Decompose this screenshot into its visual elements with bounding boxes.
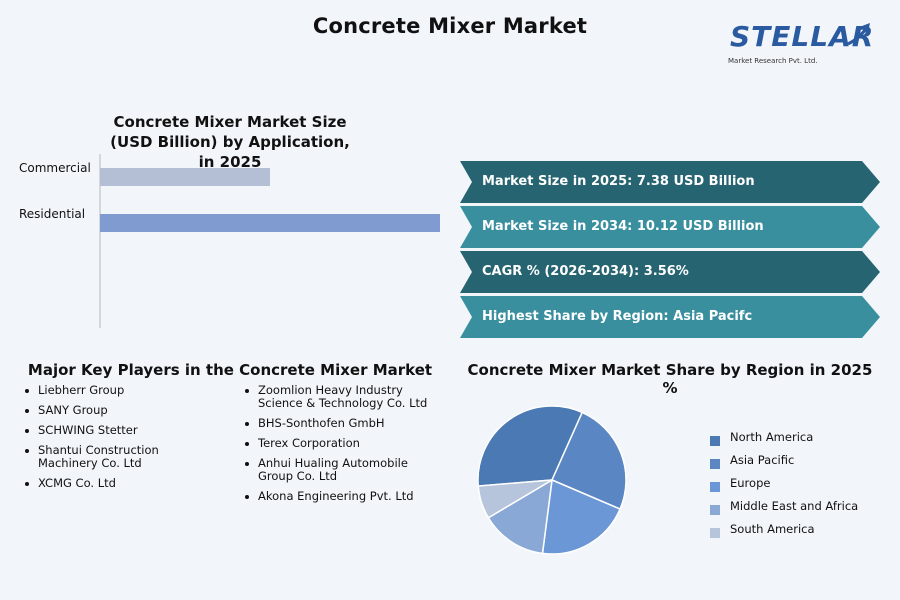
kpi-banner-fill (460, 251, 880, 293)
kpi-banner-fill (460, 296, 880, 338)
pie-slice (551, 411, 627, 511)
list-item: Terex Corporation (242, 437, 442, 450)
kpi-market-size-2025: Market Size in 2025: 7.38 USD Billion (460, 161, 880, 203)
list-item: SANY Group (22, 404, 222, 417)
list-item: XCMG Co. Ltd (22, 477, 222, 490)
kpi-label: Highest Share by Region: Asia Pacifc (482, 309, 753, 324)
pie-chart-title: Concrete Mixer Market Share by Region in… (467, 361, 873, 397)
list-item: Shantui Construction Machinery Co. Ltd (22, 444, 222, 470)
kpi-market-size-2034: Market Size in 2034: 10.12 USD Billion (460, 206, 880, 248)
application-bar-chart: Commercial Residential (19, 154, 440, 328)
key-players-list-left: Liebherr Group SANY Group SCHWING Stette… (22, 384, 222, 497)
key-players-list-right: Zoomlion Heavy Industry Science & Techno… (242, 384, 442, 510)
kpi-highest-share-region: Highest Share by Region: Asia Pacifc (460, 296, 880, 338)
legend-swatch (710, 459, 720, 469)
category-label: Commercial (19, 161, 91, 175)
kpi-label: Market Size in 2025: 7.38 USD Billion (482, 174, 755, 189)
legend-label: North America (730, 430, 814, 444)
legend-label: Europe (730, 476, 771, 490)
pie-slice (477, 405, 584, 487)
legend-item: Middle East and Africa (710, 499, 858, 522)
kpi-banner-fill (460, 161, 880, 203)
bar-chart-title: Concrete Mixer Market Size (USD Billion)… (110, 113, 350, 171)
kpi-label: CAGR % (2026-2034): 3.56% (482, 264, 689, 279)
legend-item: North America (710, 430, 858, 453)
kpi-banner-shape (460, 296, 880, 338)
bar (100, 214, 440, 232)
logo-arrow-icon (847, 23, 870, 46)
region-pie-chart (477, 405, 627, 555)
legend-swatch (710, 482, 720, 492)
page-title: Concrete Mixer Market (312, 14, 588, 38)
key-players-title: Major Key Players in the Concrete Mixer … (27, 361, 433, 379)
legend-swatch (710, 528, 720, 538)
logo-subtitle: Market Research Pvt. Ltd. (728, 57, 818, 65)
list-item: Zoomlion Heavy Industry Science & Techno… (242, 384, 442, 410)
kpi-banner-shape (460, 206, 880, 248)
logo-wordmark: STELLAR (730, 20, 875, 53)
legend-item: Asia Pacific (710, 453, 858, 476)
list-item: SCHWING Stetter (22, 424, 222, 437)
pie-slice (477, 479, 553, 519)
legend-label: Middle East and Africa (730, 499, 859, 513)
bar (100, 168, 270, 186)
kpi-label: Market Size in 2034: 10.12 USD Billion (482, 219, 764, 234)
stellar-logo: STELLAR Market Research Pvt. Ltd. (722, 14, 882, 70)
category-label: Residential (19, 207, 85, 221)
pie-slice (541, 478, 622, 555)
legend-swatch (710, 505, 720, 515)
legend-item: Europe (710, 476, 858, 499)
list-item: Anhui Hualing Automobile Group Co. Ltd (242, 457, 442, 483)
pie-slice (487, 478, 553, 555)
legend-item: South America (710, 522, 858, 545)
kpi-banner-fill (460, 206, 880, 248)
list-item: Akona Engineering Pvt. Ltd (242, 490, 442, 503)
pie-legend: North America Asia Pacific Europe Middle… (710, 430, 858, 545)
legend-swatch (710, 436, 720, 446)
legend-label: South America (730, 522, 815, 536)
list-item: Liebherr Group (22, 384, 222, 397)
list-item: BHS-Sonthofen GmbH (242, 417, 442, 430)
legend-label: Asia Pacific (730, 453, 795, 467)
kpi-banner-shape (460, 251, 880, 293)
kpi-banner-shape (460, 161, 880, 203)
kpi-cagr: CAGR % (2026-2034): 3.56% (460, 251, 880, 293)
